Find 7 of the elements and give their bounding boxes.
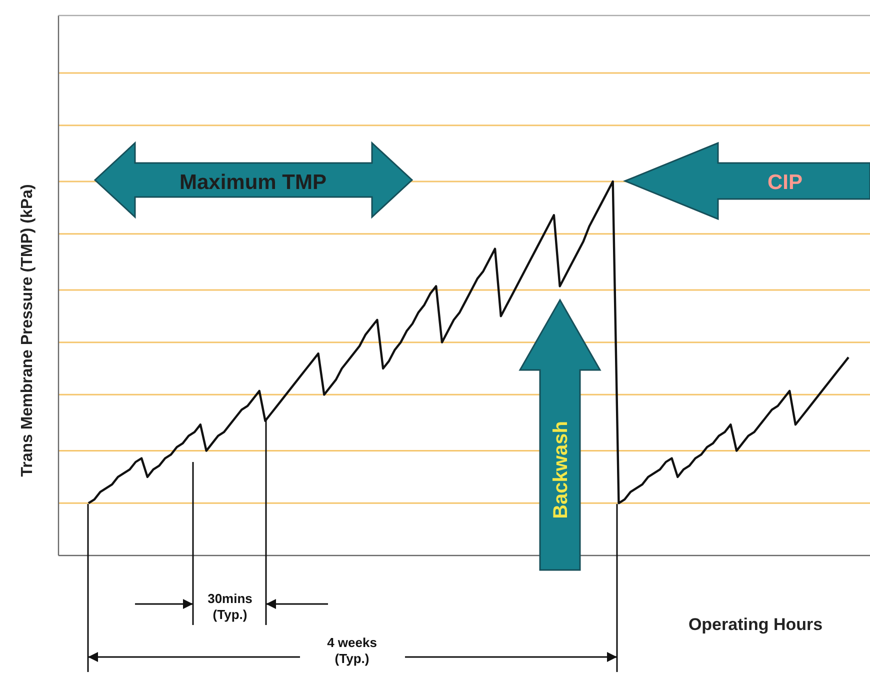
y-axis-title: Trans Membrane Pressure (TMP) (kPa): [19, 184, 36, 477]
annotation: CIP: [767, 170, 803, 194]
text: 30mins (Typ.): [208, 590, 252, 622]
annotation: Maximum TMP: [179, 170, 327, 194]
x-axis-title: Operating Hours: [688, 615, 823, 634]
annotation: Backwash: [550, 421, 572, 519]
text: 4 weeks (Typ.): [327, 634, 377, 666]
